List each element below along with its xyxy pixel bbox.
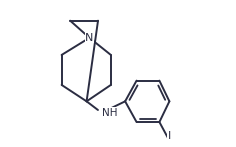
Text: NH: NH [101,108,117,118]
Text: N: N [85,33,94,43]
Text: I: I [168,131,171,141]
